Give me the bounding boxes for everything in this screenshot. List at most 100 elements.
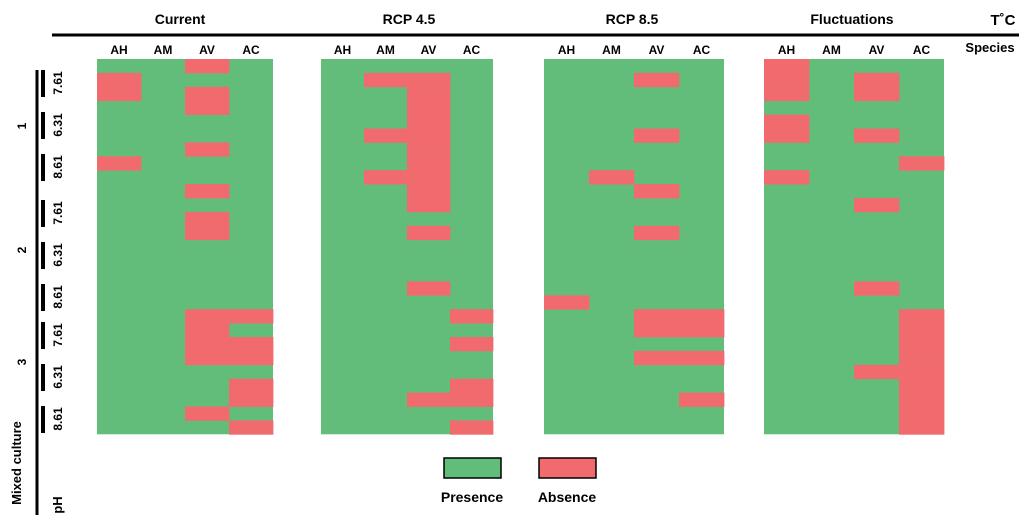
absence-cell: [229, 420, 274, 435]
absence-cell: [764, 86, 810, 102]
absence-cell: [229, 378, 274, 393]
ph-tick-label: 8.61: [51, 407, 65, 431]
absence-cell: [407, 128, 451, 143]
absence-cell: [185, 211, 230, 227]
absence-cell: [185, 59, 230, 74]
species-header-fluctuations-am: AM: [822, 43, 841, 57]
absence-cell: [854, 86, 900, 102]
absence-cell: [899, 420, 945, 435]
legend: Presence Absence: [441, 457, 597, 505]
absence-cell: [854, 281, 900, 296]
absence-cell: [634, 128, 680, 143]
absence-cell: [854, 72, 900, 88]
absence-cell: [764, 59, 810, 74]
absence-cell: [634, 309, 680, 324]
ph-tick-label: 6.31: [51, 365, 65, 389]
absence-cell: [854, 128, 900, 143]
species-header-rcp45-ah: AH: [334, 43, 351, 57]
temperature-label: T˚C: [991, 12, 1016, 29]
absence-cell: [854, 364, 900, 380]
ph-tick-label: 8.61: [51, 155, 65, 179]
absence-cell: [634, 72, 680, 88]
absence-cell: [407, 86, 451, 102]
panel-title-rcp45: RCP 4.5: [383, 11, 436, 27]
species-header-fluctuations-ah: AH: [778, 43, 795, 57]
species-header-fluctuations-av: AV: [869, 43, 885, 57]
absence-cell: [450, 309, 494, 324]
absence-cell: [899, 406, 945, 421]
absence-cell: [764, 128, 810, 143]
absence-cell: [450, 378, 494, 393]
panel-background-current: [97, 59, 273, 435]
absence-cell: [185, 337, 230, 352]
absence-cell: [185, 406, 230, 421]
absence-cell: [407, 142, 451, 157]
species-header-current-am: AM: [154, 43, 173, 57]
absence-cell: [764, 114, 810, 129]
absence-cell: [185, 350, 230, 366]
culture-label: 3: [15, 358, 29, 365]
absence-cell: [899, 378, 945, 393]
absence-cell: [185, 184, 230, 199]
species-header-rcp45-am: AM: [376, 43, 395, 57]
species-header-rcp85-ac: AC: [693, 43, 711, 57]
absence-cell: [97, 86, 142, 102]
absence-cell: [854, 198, 900, 213]
absence-cell: [634, 225, 680, 241]
absence-cell: [407, 225, 451, 241]
absence-cell: [679, 309, 725, 324]
absence-cell: [407, 156, 451, 171]
absence-cell: [634, 323, 680, 338]
heatmap-cells: [97, 59, 945, 435]
species-header-rcp85-ah: AH: [558, 43, 575, 57]
mixed-culture-label: Mixed culture: [9, 421, 24, 505]
absence-cell: [185, 86, 230, 102]
absence-cell: [229, 350, 274, 366]
absence-cell: [364, 72, 408, 88]
absence-cell: [229, 309, 274, 324]
absence-cell: [450, 420, 494, 435]
absence-cell: [679, 350, 725, 366]
absence-cell: [229, 392, 274, 407]
ph-tick-label: 8.61: [51, 285, 65, 309]
species-header-current-ac: AC: [242, 43, 260, 57]
absence-cell: [97, 156, 142, 171]
absence-cell: [407, 100, 451, 115]
absence-cell: [185, 100, 230, 115]
absence-cell: [764, 72, 810, 88]
absence-cell: [899, 364, 945, 380]
species-label: Species: [965, 40, 1014, 55]
species-header-current-ah: AH: [110, 43, 127, 57]
species-headers: AH AM AV AC AH AM AV AC AH AM AV AC AH AM AV AC: [110, 43, 930, 57]
ph-tick-label: 6.31: [51, 243, 65, 267]
panel-background-rcp85: [544, 59, 724, 435]
legend-swatch-presence: [443, 457, 502, 479]
row-axis: 7.61 6.31 8.61 1 7.61 6.31 8.61 2 7.61 6.31 8.61 3 M…: [9, 70, 65, 515]
chart-header: Current RCP 4.5 RCP 8.5 Fluctuations T˚C…: [52, 11, 1019, 55]
culture-label: 2: [15, 246, 29, 253]
panel-title-current: Current: [155, 11, 206, 27]
species-header-rcp85-am: AM: [602, 43, 621, 57]
species-header-current-av: AV: [199, 43, 215, 57]
absence-cell: [185, 225, 230, 241]
absence-cell: [364, 128, 408, 143]
absence-cell: [899, 392, 945, 407]
absence-cell: [97, 72, 142, 88]
absence-cell: [407, 72, 451, 88]
absence-cell: [899, 309, 945, 324]
culture-label: 1: [15, 122, 29, 129]
absence-cell: [407, 184, 451, 199]
legend-swatch-absence: [538, 457, 597, 479]
absence-cell: [185, 323, 230, 338]
ph-tick-label: 7.61: [51, 201, 65, 225]
absence-cell: [407, 198, 451, 213]
absence-cell: [544, 295, 590, 310]
absence-cell: [185, 309, 230, 324]
ph-tick-label: 7.61: [51, 323, 65, 347]
absence-cell: [899, 156, 945, 171]
species-header-rcp45-av: AV: [421, 43, 437, 57]
panel-title-fluctuations: Fluctuations: [810, 11, 893, 27]
absence-cell: [450, 337, 494, 352]
legend-label-absence: Absence: [538, 489, 597, 505]
